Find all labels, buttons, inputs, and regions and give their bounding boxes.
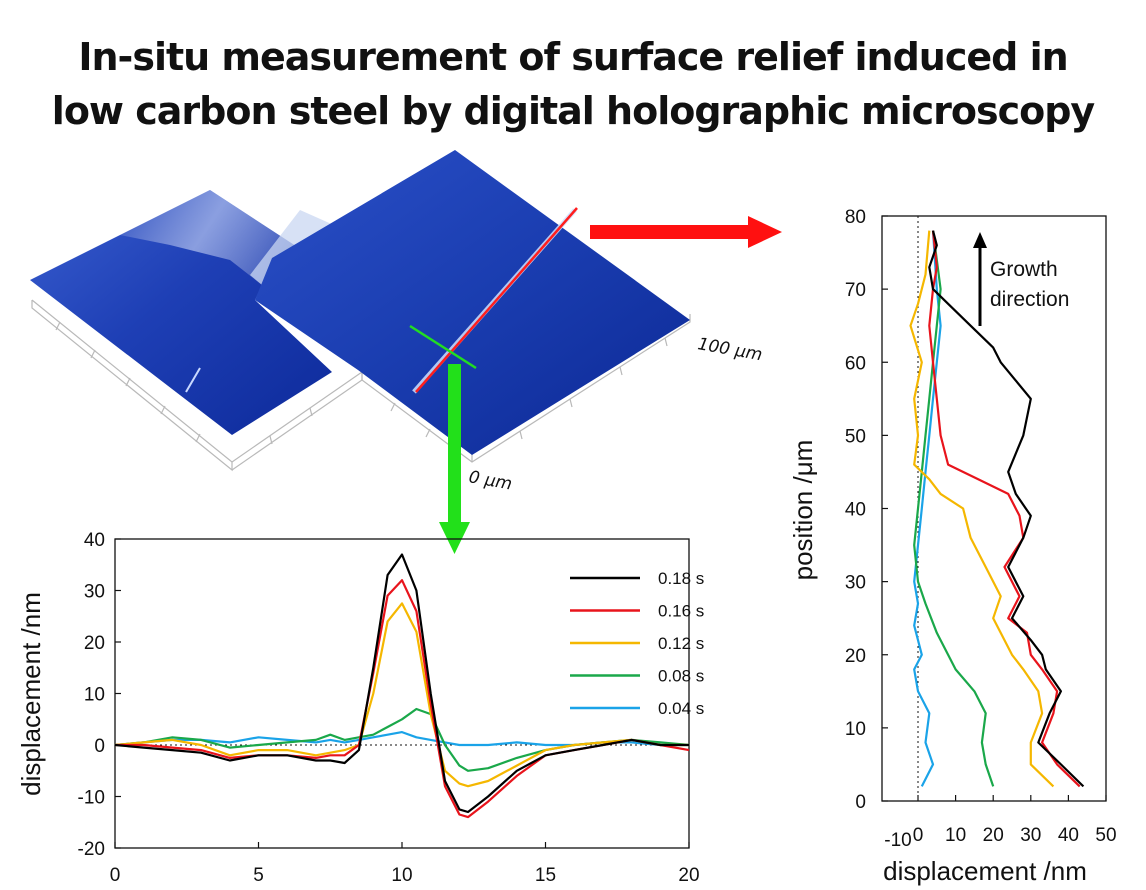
growth-arrow-head bbox=[973, 232, 987, 248]
legend-label: 0.04 s bbox=[658, 699, 704, 718]
y-tick-label: 70 bbox=[845, 280, 866, 301]
cross-section-chart: -20 -10 0 10 20 30 40 0 5 10 15 20 0.18 s 0.16 s 0.12… bbox=[16, 530, 704, 886]
y-tick-label: 40 bbox=[845, 500, 866, 521]
x-tick-label: 10 bbox=[945, 825, 966, 846]
x-tick-label: 10 bbox=[391, 865, 412, 886]
annotation-line-1: Growth bbox=[990, 258, 1058, 281]
surface-relief-image: 100 μm 0 μm bbox=[30, 150, 764, 494]
y-tick-label: 80 bbox=[845, 207, 866, 228]
legend-label: 0.16 s bbox=[658, 602, 704, 621]
y-tick-label: 0 bbox=[94, 736, 105, 757]
growth-direction-annotation: Growth direction bbox=[973, 232, 1069, 326]
y-tick-label: 20 bbox=[84, 633, 105, 654]
legend-label: 0.12 s bbox=[658, 634, 704, 653]
x-axis-label: displacement /nm bbox=[883, 856, 1087, 886]
plot-frame bbox=[115, 539, 689, 848]
y-tick-label: 40 bbox=[84, 530, 105, 551]
x-tick-label: 30 bbox=[1020, 825, 1041, 846]
x-tick-label: 20 bbox=[983, 825, 1004, 846]
x-tick-label: 15 bbox=[535, 865, 556, 886]
y-tick-label: 30 bbox=[84, 582, 105, 603]
series-line bbox=[115, 709, 689, 771]
y-tick-label: 0 bbox=[855, 792, 866, 813]
scale-label-0: 0 μm bbox=[467, 467, 513, 494]
x-tick-label: 50 bbox=[1095, 825, 1116, 846]
y-tick-label: 60 bbox=[845, 353, 866, 374]
legend-label: 0.18 s bbox=[658, 569, 704, 588]
series-line bbox=[115, 580, 689, 817]
series-line bbox=[911, 231, 1054, 787]
x-tick-label: -10 bbox=[884, 830, 911, 851]
y-tick-label: -10 bbox=[78, 788, 105, 809]
series-line bbox=[929, 231, 1083, 787]
y-axis-label: displacement /nm bbox=[16, 592, 46, 796]
x-tick-label: 0 bbox=[913, 825, 924, 846]
y-tick-label: 30 bbox=[845, 573, 866, 594]
x-tick-label: 20 bbox=[678, 865, 699, 886]
y-tick-label: 10 bbox=[845, 719, 866, 740]
y-tick-label: 10 bbox=[84, 685, 105, 706]
series-line bbox=[115, 603, 689, 786]
legend-label: 0.08 s bbox=[658, 667, 704, 686]
arrow-to-right-chart bbox=[590, 216, 782, 248]
y-axis-label: position /μm bbox=[788, 440, 818, 581]
y-tick-label: 20 bbox=[845, 646, 866, 667]
x-tick-label: 0 bbox=[110, 865, 121, 886]
y-tick-label: -20 bbox=[78, 839, 105, 860]
scale-label-100: 100 μm bbox=[696, 334, 764, 365]
x-tick-label: 5 bbox=[253, 865, 264, 886]
y-tick-label: 50 bbox=[845, 426, 866, 447]
series-line bbox=[115, 555, 689, 813]
annotation-line-2: direction bbox=[990, 288, 1069, 311]
legend: 0.18 s 0.16 s 0.12 s 0.08 s 0.04 s bbox=[570, 569, 704, 718]
x-tick-label: 40 bbox=[1058, 825, 1079, 846]
series-line bbox=[929, 231, 1079, 787]
